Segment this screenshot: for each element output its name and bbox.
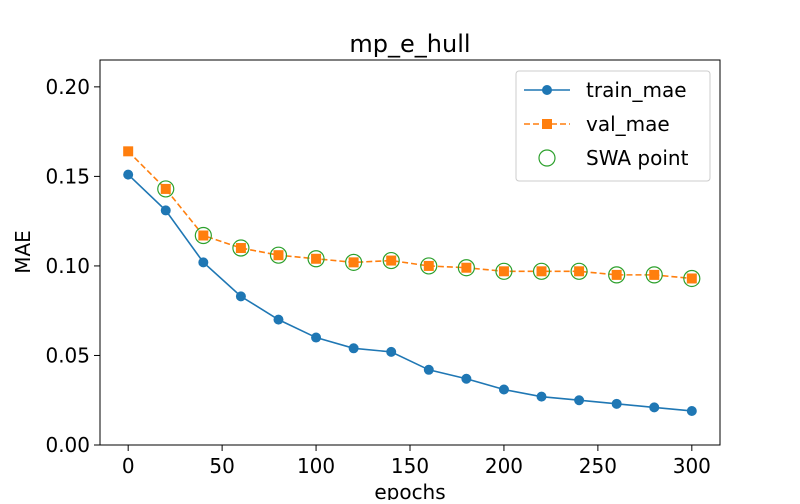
legend-label-val-mae: val_mae xyxy=(586,112,670,136)
y-axis: 0.00 0.05 0.10 0.15 0.20 xyxy=(45,75,100,457)
x-tick-label: 100 xyxy=(297,454,335,478)
data-point-swa-point xyxy=(495,262,513,280)
data-point-train-mae xyxy=(273,314,284,325)
data-point-train-mae xyxy=(311,332,322,343)
series-line-train-mae xyxy=(127,174,692,412)
data-point-train-mae xyxy=(461,373,472,384)
data-point-train-mae xyxy=(649,402,660,413)
data-point-train-mae xyxy=(348,343,359,354)
x-tick-label: 50 xyxy=(209,454,234,478)
y-tick-label: 0.15 xyxy=(45,164,90,188)
x-axis-label: epochs xyxy=(374,480,445,500)
data-point-val-mae xyxy=(311,253,322,264)
legend-marker-val-mae xyxy=(542,119,552,129)
plot-area xyxy=(123,146,701,416)
data-point-swa-point xyxy=(645,266,663,284)
data-point-val-mae xyxy=(123,146,134,157)
chart-title: mp_e_hull xyxy=(349,30,470,58)
data-point-val-mae xyxy=(348,257,359,268)
data-point-val-mae xyxy=(386,255,397,266)
y-tick-label: 0.00 xyxy=(45,433,90,457)
legend-label-swa-point: SWA point xyxy=(586,146,689,170)
legend-marker-train-mae xyxy=(542,85,552,95)
data-point-val-mae xyxy=(574,266,585,277)
data-point-val-mae xyxy=(649,269,660,280)
data-point-swa-point xyxy=(345,253,363,271)
data-point-val-mae xyxy=(198,230,209,241)
y-tick-label: 0.05 xyxy=(45,343,90,367)
data-point-swa-point xyxy=(194,226,212,245)
x-tick-label: 200 xyxy=(485,454,523,478)
data-point-val-mae xyxy=(160,183,171,194)
data-point-train-mae xyxy=(498,384,509,395)
data-point-train-mae xyxy=(123,169,134,180)
data-point-val-mae xyxy=(461,262,472,273)
data-point-swa-point xyxy=(608,266,626,284)
data-point-val-mae xyxy=(423,260,434,271)
data-point-swa-point xyxy=(382,251,400,270)
data-point-train-mae xyxy=(574,395,585,406)
x-tick-label: 150 xyxy=(391,454,429,478)
data-point-train-mae xyxy=(686,405,697,416)
data-point-swa-point xyxy=(269,246,288,264)
legend-box xyxy=(515,70,711,182)
data-point-val-mae xyxy=(536,266,547,277)
data-point-swa-point xyxy=(457,259,475,277)
data-point-train-mae xyxy=(536,391,547,402)
x-tick-label: 0 xyxy=(122,454,135,478)
data-point-swa-point xyxy=(307,250,325,268)
data-point-val-mae xyxy=(686,273,697,284)
y-tick-label: 0.20 xyxy=(45,75,90,99)
data-point-train-mae xyxy=(198,257,209,268)
y-tick-label: 0.10 xyxy=(45,254,90,278)
x-tick-label: 300 xyxy=(673,454,711,478)
data-point-train-mae xyxy=(235,291,246,302)
data-point-val-mae xyxy=(498,266,509,277)
data-point-val-mae xyxy=(611,269,622,280)
data-point-swa-point xyxy=(232,239,250,257)
data-point-train-mae xyxy=(386,346,397,357)
data-point-train-mae xyxy=(160,205,171,216)
x-axis: 0 50 100 150 200 250 300 xyxy=(122,445,711,478)
y-axis-label: MAE xyxy=(11,230,35,274)
data-point-train-mae xyxy=(611,398,622,409)
data-point-swa-point xyxy=(532,262,551,280)
x-tick-label: 250 xyxy=(579,454,617,478)
data-point-swa-point xyxy=(157,180,175,198)
data-point-train-mae xyxy=(423,364,434,375)
legend-marker-swa-point xyxy=(538,149,556,167)
data-point-val-mae xyxy=(235,243,246,254)
data-point-swa-point xyxy=(570,262,588,280)
data-point-swa-point xyxy=(683,269,701,288)
legend: train_mae val_mae SWA point xyxy=(515,70,711,182)
data-point-val-mae xyxy=(273,250,284,261)
legend-label-train-mae: train_mae xyxy=(586,78,687,102)
data-point-swa-point xyxy=(420,257,438,275)
